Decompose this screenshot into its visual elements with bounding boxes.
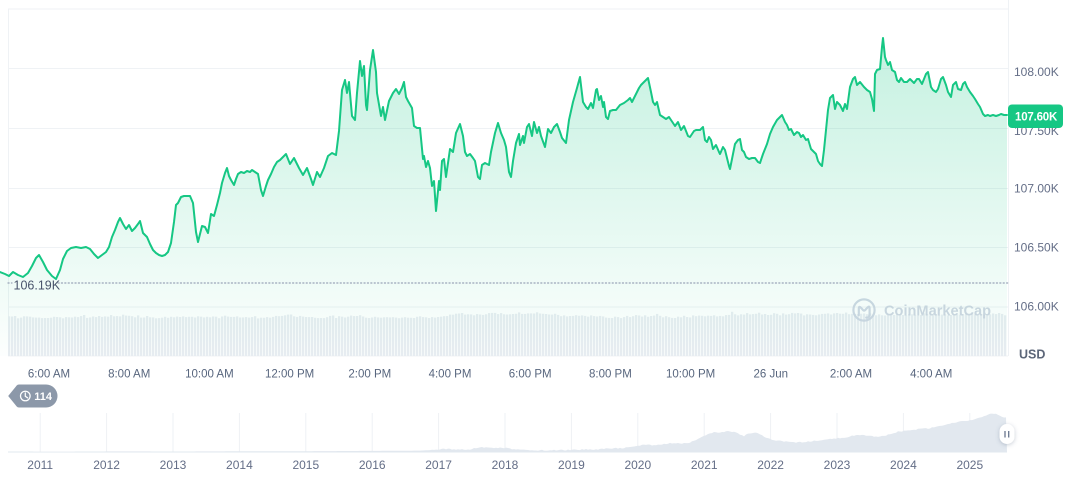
svg-text:10:00 PM: 10:00 PM	[666, 369, 715, 381]
svg-text:2:00 PM: 2:00 PM	[348, 369, 391, 381]
svg-text:6:00 PM: 6:00 PM	[509, 369, 552, 381]
svg-text:4:00 AM: 4:00 AM	[910, 369, 952, 381]
svg-text:USD: USD	[1019, 348, 1045, 362]
svg-text:2012: 2012	[93, 458, 120, 472]
svg-text:2014: 2014	[226, 458, 253, 472]
svg-text:2023: 2023	[824, 458, 851, 472]
svg-text:2016: 2016	[359, 458, 386, 472]
svg-text:10:00 AM: 10:00 AM	[185, 369, 234, 381]
svg-text:2018: 2018	[492, 458, 519, 472]
svg-text:114: 114	[34, 391, 53, 403]
svg-text:2022: 2022	[757, 458, 784, 472]
svg-text:12:00 PM: 12:00 PM	[265, 369, 314, 381]
svg-text:108.00K: 108.00K	[1014, 65, 1059, 79]
svg-text:2:00 AM: 2:00 AM	[830, 369, 872, 381]
svg-text:2020: 2020	[624, 458, 651, 472]
svg-text:4:00 PM: 4:00 PM	[429, 369, 472, 381]
svg-text:106.00K: 106.00K	[1014, 300, 1059, 314]
svg-text:2017: 2017	[425, 458, 452, 472]
svg-text:2011: 2011	[27, 458, 53, 472]
svg-text:2024: 2024	[890, 458, 917, 472]
svg-text:106.50K: 106.50K	[1014, 241, 1059, 255]
svg-text:2019: 2019	[558, 458, 585, 472]
svg-text:2025: 2025	[956, 458, 983, 472]
svg-text:26 Jun: 26 Jun	[754, 369, 789, 381]
svg-text:107.60K: 107.60K	[1015, 111, 1058, 123]
svg-text:6:00 AM: 6:00 AM	[28, 369, 70, 381]
svg-text:106.19K: 106.19K	[14, 279, 61, 293]
svg-text:2015: 2015	[292, 458, 319, 472]
svg-text:2021: 2021	[691, 458, 718, 472]
svg-text:8:00 PM: 8:00 PM	[589, 369, 632, 381]
svg-text:8:00 AM: 8:00 AM	[108, 369, 150, 381]
svg-text:107.00K: 107.00K	[1014, 182, 1059, 196]
svg-text:2013: 2013	[160, 458, 187, 472]
